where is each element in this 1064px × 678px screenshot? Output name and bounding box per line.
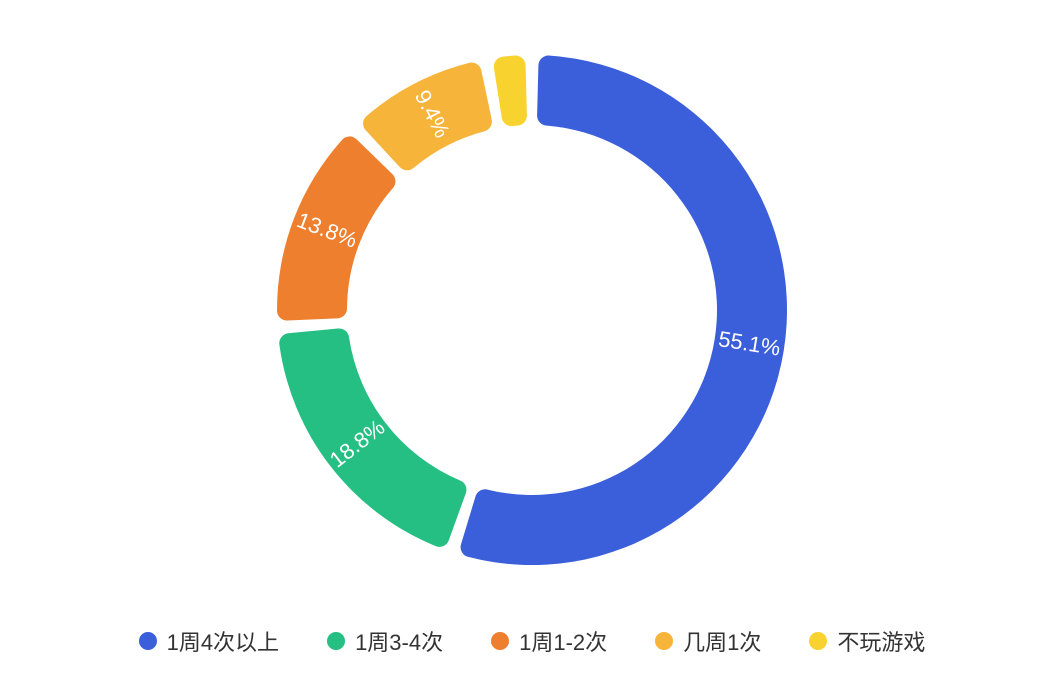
legend-label: 1周1-2次 — [519, 625, 607, 657]
legend-label: 1周4次以上 — [167, 625, 279, 657]
legend-dot-icon — [809, 632, 827, 650]
legend-item[interactable]: 1周1-2次 — [491, 625, 607, 657]
legend-dot-icon — [491, 632, 509, 650]
legend-dot-icon — [139, 632, 157, 650]
legend-item[interactable]: 1周3-4次 — [327, 625, 443, 657]
legend: 1周4次以上 1周3-4次 1周1-2次 几周1次 不玩游戏 — [0, 625, 1064, 657]
legend-dot-icon — [655, 632, 673, 650]
donut-slice — [494, 56, 527, 127]
donut-svg: 55.1%18.8%13.8%9.4% — [0, 0, 1064, 678]
legend-label: 1周3-4次 — [355, 625, 443, 657]
legend-item[interactable]: 1周4次以上 — [139, 625, 279, 657]
legend-dot-icon — [327, 632, 345, 650]
donut-chart: 55.1%18.8%13.8%9.4% 1周4次以上 1周3-4次 1周1-2次 几周… — [0, 0, 1064, 678]
legend-item[interactable]: 几周1次 — [655, 625, 761, 657]
legend-label: 几周1次 — [683, 625, 761, 657]
legend-label: 不玩游戏 — [837, 625, 925, 657]
donut-slice — [461, 56, 787, 565]
legend-item[interactable]: 不玩游戏 — [809, 625, 925, 657]
